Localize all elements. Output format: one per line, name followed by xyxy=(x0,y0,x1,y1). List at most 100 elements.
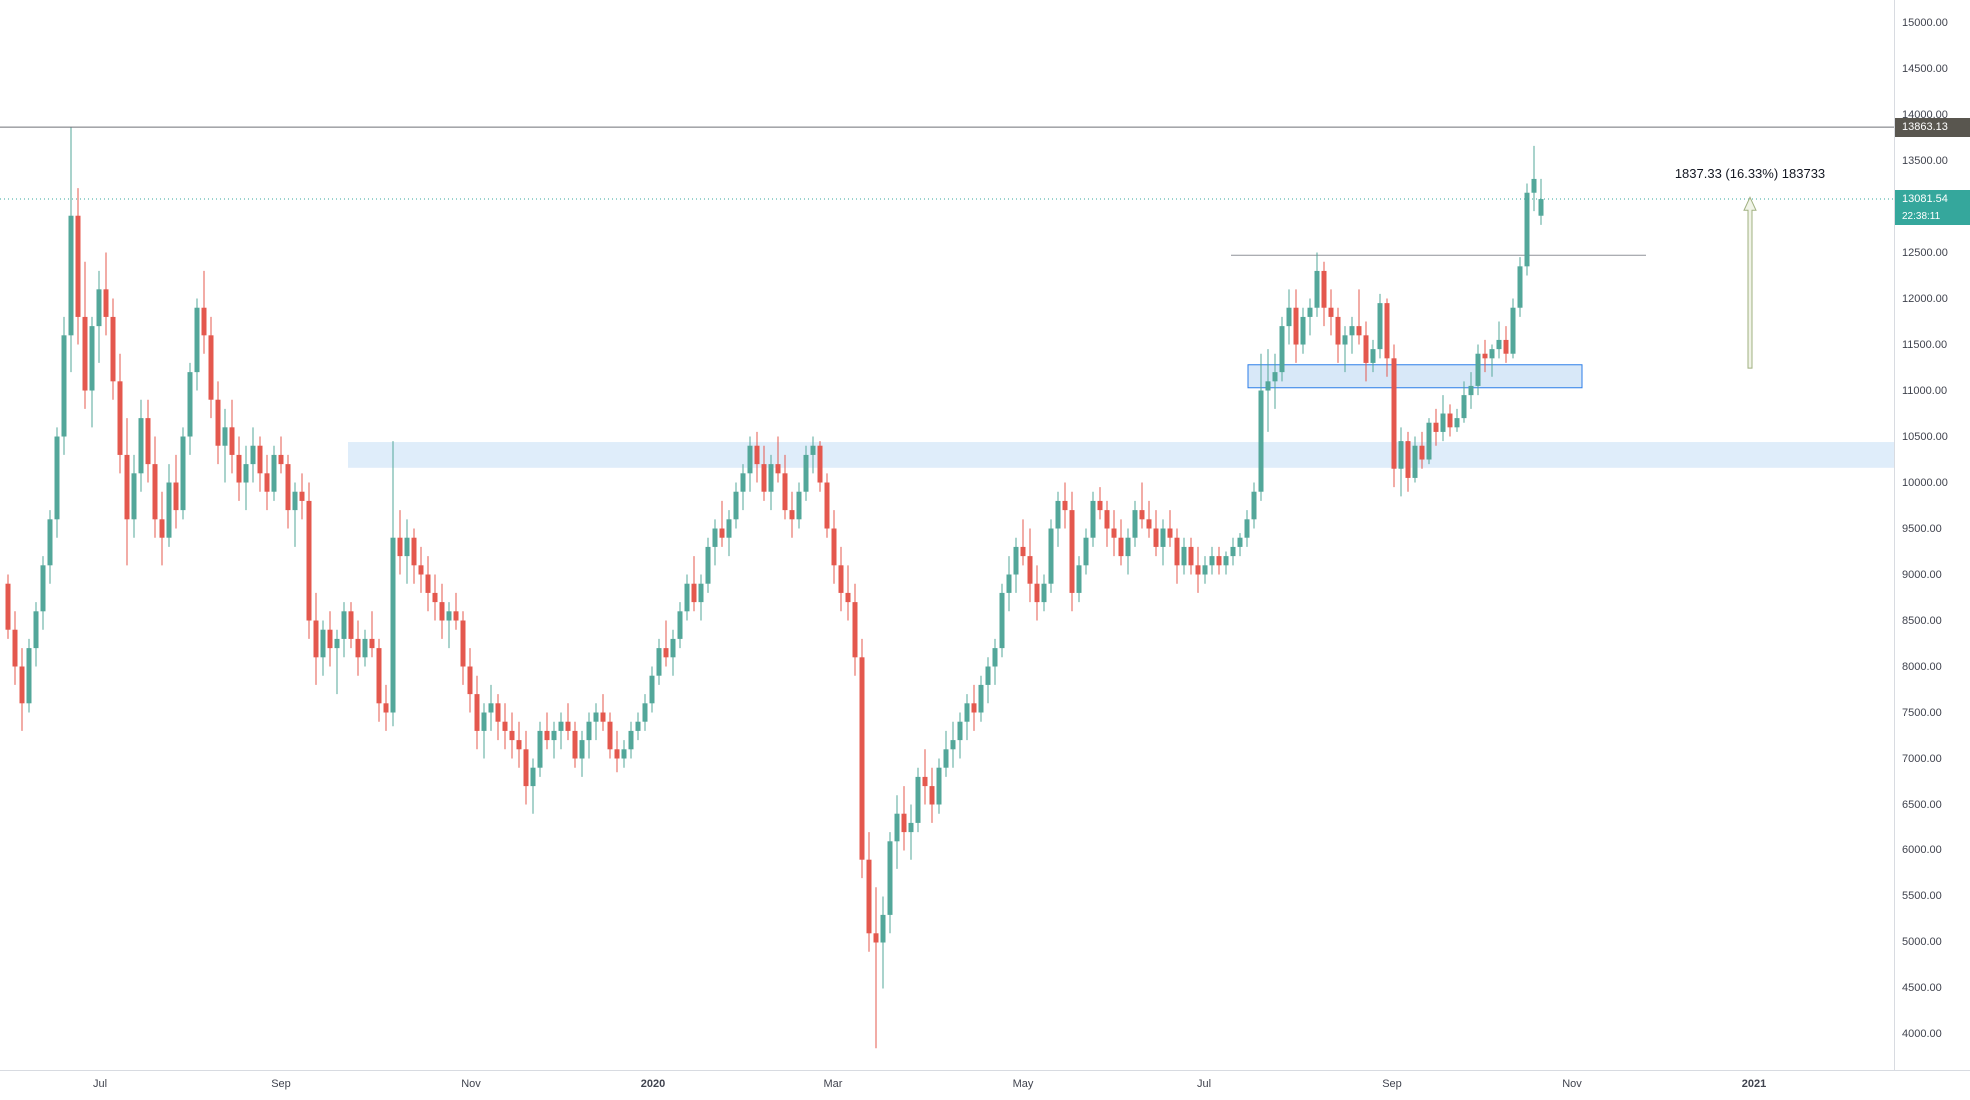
price-tick-label: 4500.00 xyxy=(1902,982,1942,995)
candle xyxy=(341,602,347,658)
candle xyxy=(124,418,130,566)
candle xyxy=(915,767,921,833)
candle xyxy=(292,482,298,547)
candle xyxy=(152,436,158,538)
candle xyxy=(19,648,25,731)
supply-zone-box[interactable] xyxy=(1247,364,1583,389)
candle xyxy=(565,703,571,741)
candle xyxy=(950,721,956,768)
candle xyxy=(859,638,865,879)
candle xyxy=(1167,510,1173,547)
candle xyxy=(754,431,760,483)
candle xyxy=(1405,431,1411,492)
candle xyxy=(1321,261,1327,327)
candle xyxy=(418,546,424,593)
candle xyxy=(712,519,718,566)
candle xyxy=(1104,500,1110,547)
candle xyxy=(803,445,809,501)
candle xyxy=(747,436,753,492)
candle xyxy=(96,270,102,363)
candle xyxy=(873,887,879,1049)
candle xyxy=(1391,344,1397,488)
candle xyxy=(1461,381,1467,423)
candle xyxy=(726,510,732,557)
candle xyxy=(831,510,837,584)
time-tick-label: May xyxy=(1012,1078,1034,1090)
candle xyxy=(1454,408,1460,432)
candle xyxy=(670,629,676,676)
candle xyxy=(166,464,172,547)
candle xyxy=(1020,519,1026,566)
candle xyxy=(68,127,74,373)
candle xyxy=(607,712,613,759)
candle xyxy=(1118,519,1124,566)
candle xyxy=(1433,408,1439,446)
chart-pane[interactable] xyxy=(0,0,1894,1070)
measure-label[interactable]: 1837.33 (16.33%) 183733 xyxy=(1674,166,1826,182)
candle xyxy=(131,454,137,538)
candle xyxy=(649,666,655,713)
candle xyxy=(810,436,816,474)
time-tick-label: Sep xyxy=(1382,1078,1402,1090)
price-tick-label: 6000.00 xyxy=(1902,844,1942,857)
candle xyxy=(992,638,998,685)
candle xyxy=(1251,482,1257,529)
price-tick-label: 11000.00 xyxy=(1902,384,1948,397)
candle xyxy=(271,445,277,501)
price-tick-label: 14500.00 xyxy=(1902,62,1948,75)
candle xyxy=(1447,404,1453,437)
candle xyxy=(1097,487,1103,520)
price-tick-label: 4000.00 xyxy=(1902,1028,1942,1041)
price-tick-label: 6500.00 xyxy=(1902,798,1942,811)
candle xyxy=(621,740,627,768)
candle xyxy=(852,583,858,676)
candle xyxy=(1188,537,1194,575)
candle xyxy=(33,602,39,667)
candle xyxy=(40,556,46,630)
candle xyxy=(208,316,214,419)
candle xyxy=(1258,353,1264,501)
candle xyxy=(481,703,487,759)
candle xyxy=(691,556,697,612)
candle xyxy=(1006,556,1012,612)
candle xyxy=(1384,298,1390,377)
candle xyxy=(656,638,662,685)
price-scale[interactable]: 13863.13 13081.54 22:38:11 15000.00 14500… xyxy=(1894,0,1970,1070)
candle xyxy=(922,749,928,805)
candle xyxy=(222,408,228,483)
candle xyxy=(1363,321,1369,382)
candle xyxy=(201,270,207,354)
supply-zone-band[interactable] xyxy=(348,442,1894,468)
candle xyxy=(1475,344,1481,396)
candle xyxy=(460,611,466,685)
candle xyxy=(145,399,151,483)
last-price-label[interactable]: 13081.54 xyxy=(1895,189,1970,209)
candle xyxy=(523,730,529,805)
candle xyxy=(236,436,242,501)
candle xyxy=(1055,491,1061,547)
candle xyxy=(1265,349,1271,432)
candle xyxy=(257,436,263,492)
candle xyxy=(1034,565,1040,621)
candle xyxy=(740,464,746,511)
time-scale[interactable]: Jul Sep Nov 2020 Mar May Jul Sep Nov 2021 xyxy=(0,1070,1970,1100)
time-tick-label: Mar xyxy=(823,1078,843,1090)
time-tick-label: Jul xyxy=(92,1078,108,1090)
candle xyxy=(278,436,284,474)
time-tick-label: Sep xyxy=(271,1078,291,1090)
candle xyxy=(61,316,67,455)
candle xyxy=(1307,298,1313,336)
candle xyxy=(1335,307,1341,363)
candle xyxy=(397,510,403,575)
candle xyxy=(698,574,704,621)
price-tick-label: 5000.00 xyxy=(1902,936,1942,949)
candle xyxy=(796,482,802,529)
candle xyxy=(824,473,830,538)
candle xyxy=(845,565,851,621)
candle xyxy=(544,712,550,750)
candle xyxy=(1237,533,1243,557)
candle xyxy=(1132,500,1138,547)
arrow-marker[interactable] xyxy=(1743,196,1757,369)
candle xyxy=(642,694,648,731)
candle-countdown-label: 22:38:11 xyxy=(1895,208,1970,225)
